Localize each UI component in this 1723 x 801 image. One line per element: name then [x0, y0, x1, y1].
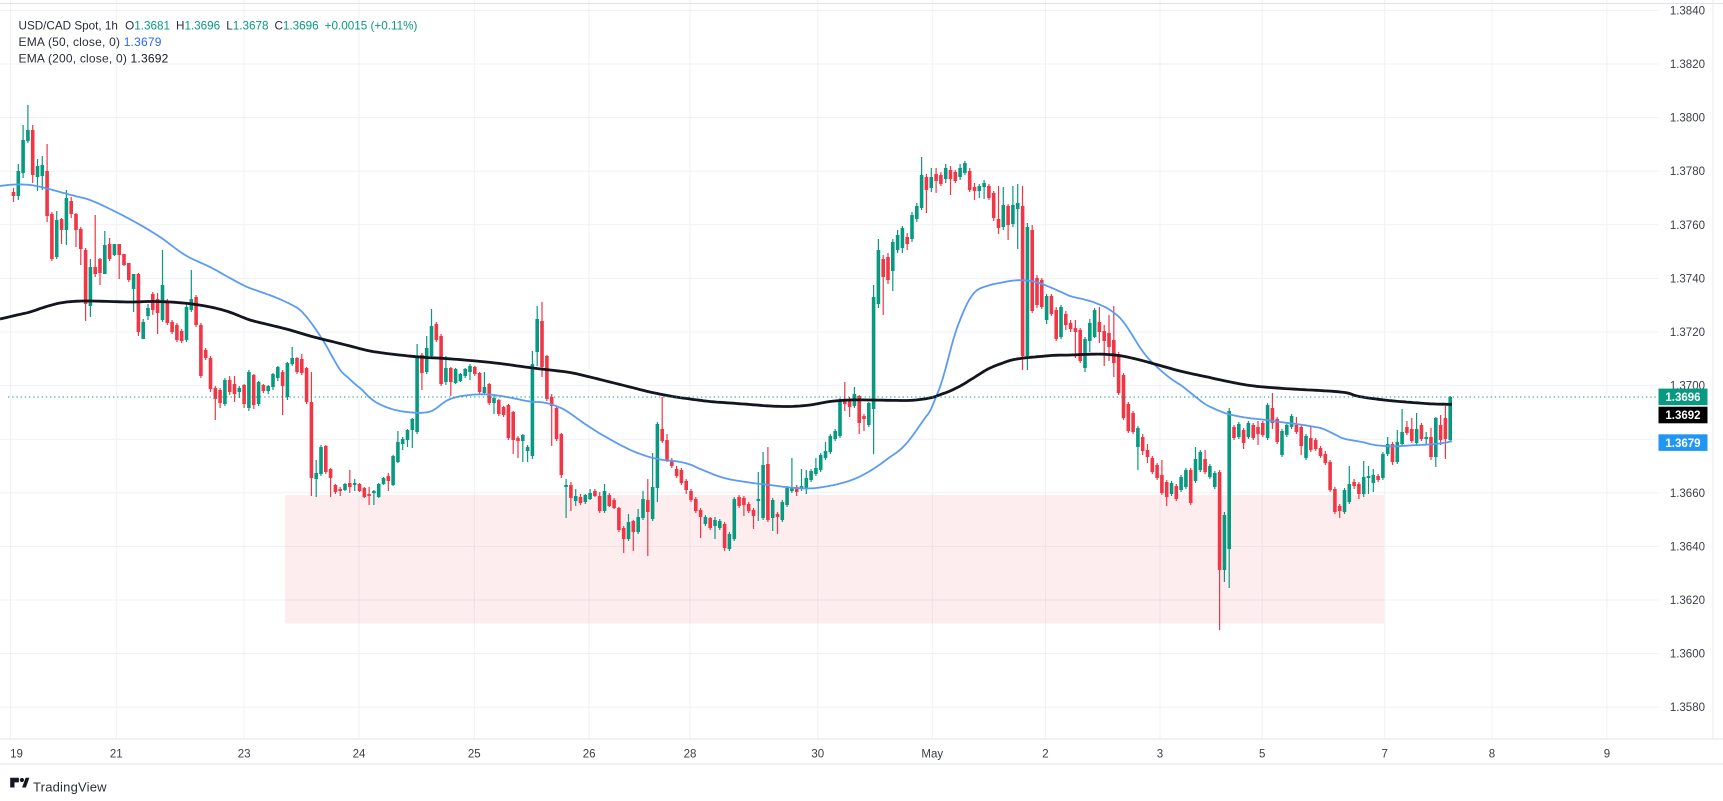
svg-text:1.3620: 1.3620 — [1670, 595, 1705, 607]
svg-text:9: 9 — [1604, 749, 1610, 761]
svg-text:21: 21 — [110, 749, 123, 761]
svg-text:1.3679: 1.3679 — [1665, 438, 1700, 450]
svg-text:25: 25 — [468, 749, 481, 761]
svg-text:1.3660: 1.3660 — [1670, 488, 1705, 500]
svg-text:TradingView: TradingView — [33, 780, 107, 795]
svg-text:1.3600: 1.3600 — [1670, 649, 1705, 661]
svg-text:1.3840: 1.3840 — [1670, 5, 1705, 17]
svg-text:1.3820: 1.3820 — [1670, 59, 1705, 71]
svg-text:May: May — [921, 749, 943, 761]
svg-text:8: 8 — [1489, 749, 1495, 761]
svg-text:26: 26 — [583, 749, 596, 761]
svg-text:7: 7 — [1381, 749, 1387, 761]
svg-text:1.3780: 1.3780 — [1670, 166, 1705, 178]
svg-text:1.3760: 1.3760 — [1670, 220, 1705, 232]
svg-text:1.3692: 1.3692 — [1665, 410, 1700, 422]
svg-text:1.3720: 1.3720 — [1670, 327, 1705, 339]
svg-text:5: 5 — [1259, 749, 1265, 761]
svg-text:1.3800: 1.3800 — [1670, 113, 1705, 125]
svg-text:24: 24 — [353, 749, 366, 761]
svg-text:EMA (50, close, 0) 1.3679: EMA (50, close, 0) 1.3679 — [19, 35, 162, 49]
svg-text:3: 3 — [1157, 749, 1163, 761]
svg-text:1.3696: 1.3696 — [1665, 392, 1700, 404]
svg-text:1.3740: 1.3740 — [1670, 273, 1705, 285]
svg-text:30: 30 — [811, 749, 824, 761]
svg-text:1.3580: 1.3580 — [1670, 702, 1705, 714]
svg-text:28: 28 — [684, 749, 697, 761]
svg-text:23: 23 — [238, 749, 251, 761]
svg-text:19: 19 — [10, 749, 23, 761]
svg-text:2: 2 — [1042, 749, 1048, 761]
svg-text:1.3640: 1.3640 — [1670, 541, 1705, 553]
svg-text:EMA (200, close, 0) 1.3692: EMA (200, close, 0) 1.3692 — [19, 52, 169, 66]
